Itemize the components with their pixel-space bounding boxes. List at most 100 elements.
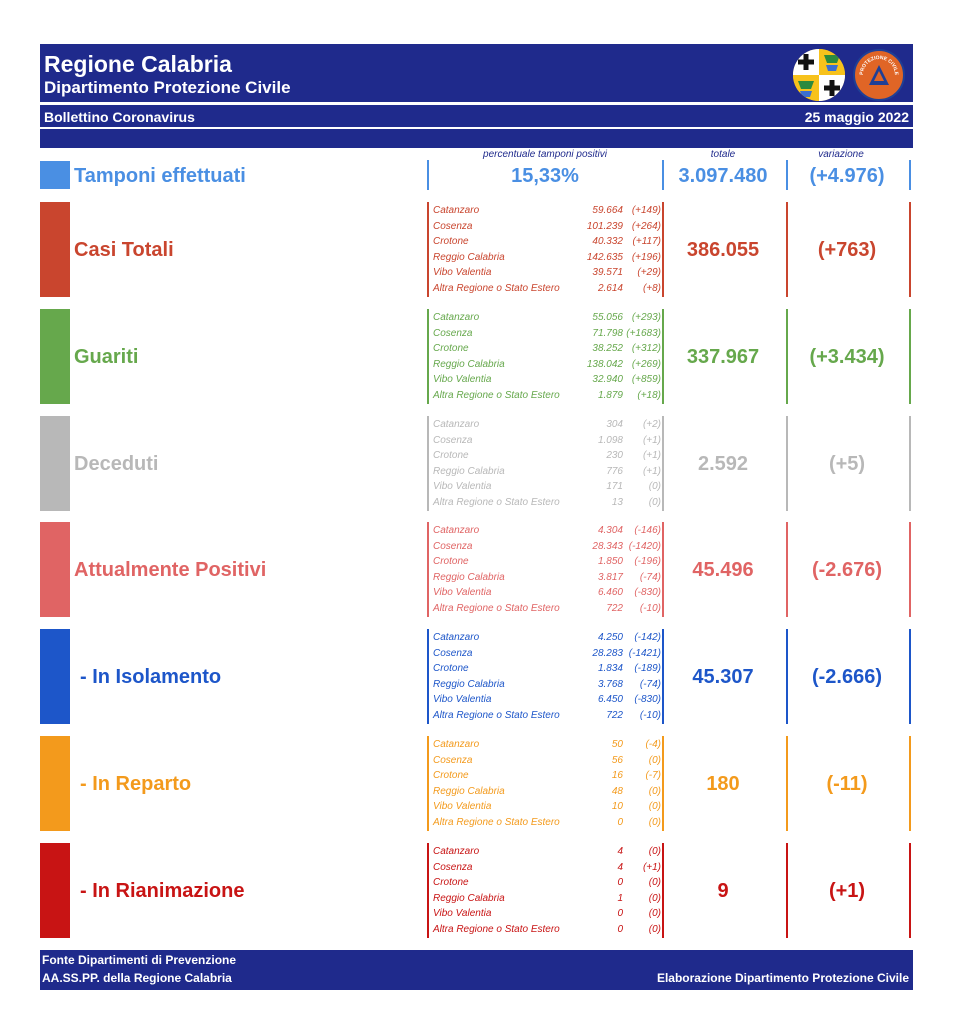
province-value: 6.450 <box>597 694 623 706</box>
province-name: Vibo Valentia <box>433 267 492 279</box>
province-value: 4 <box>617 846 623 857</box>
rianimazione-change: (+1) <box>828 879 866 902</box>
province-delta: (-74) <box>639 678 661 690</box>
guariti-change: (+3.434) <box>809 345 885 368</box>
province-delta: (+1) <box>642 434 661 446</box>
list-item: Reggio Calabria 776 (+1) <box>433 464 663 480</box>
list-item: Cosenza 56 (0) <box>433 753 663 769</box>
province-delta: (0) <box>648 496 661 508</box>
province-value: 0 <box>617 908 623 920</box>
guariti-divider-3 <box>909 309 911 404</box>
list-item: Vibo Valentia 32.940 (+859) <box>433 372 663 388</box>
casi-section: Casi Totali Catanzaro 59.664 (+149) Cosenza 1… <box>40 202 913 297</box>
reparto-label: - In Reparto <box>80 772 192 795</box>
province-value: 776 <box>606 465 623 477</box>
list-item: Altra Regione o Stato Estero 0 (0) <box>433 922 663 938</box>
list-item: Reggio Calabria 3.817 (-74) <box>433 570 663 586</box>
province-name: Catanzaro <box>433 312 480 323</box>
deceduti-divider-2 <box>786 416 788 511</box>
deceduti-divider-1 <box>662 416 664 511</box>
list-item: Cosenza 101.239 (+264) <box>433 219 663 235</box>
list-item: Crotone 0 (0) <box>433 875 663 891</box>
province-value: 1.879 <box>597 389 623 401</box>
province-name: Vibo Valentia <box>433 374 492 386</box>
province-delta: (+1683) <box>626 327 661 339</box>
reparto-divider-3 <box>909 736 911 831</box>
province-delta: (+1) <box>642 450 661 462</box>
province-delta: (+264) <box>631 220 661 232</box>
province-value: 4.304 <box>597 525 623 536</box>
list-item: Altra Regione o Stato Estero 1.879 (+18) <box>433 388 663 404</box>
province-name: Reggio Calabria <box>433 678 505 690</box>
province-name: Crotone <box>433 236 469 248</box>
province-delta: (+149) <box>631 205 661 216</box>
list-item: Altra Regione o Stato Estero 722 (-10) <box>433 708 663 724</box>
province-delta: (-7) <box>645 770 661 782</box>
province-delta: (-830) <box>634 587 661 599</box>
province-name: Reggio Calabria <box>433 358 505 370</box>
rianimazione-divider-2 <box>786 843 788 938</box>
positivi-divider-1 <box>662 522 664 617</box>
tamponi-row: Tamponi effettuati 15,33% 3.097.480 (+4.… <box>40 160 913 190</box>
province-delta: (0) <box>648 785 661 797</box>
change-column-header: variazione <box>818 149 864 160</box>
province-value: 101.239 <box>586 220 623 232</box>
province-delta: (+859) <box>631 374 661 386</box>
province-delta: (0) <box>648 846 661 857</box>
province-name: Vibo Valentia <box>433 694 492 706</box>
province-delta: (+312) <box>631 343 661 355</box>
header-divider <box>40 102 913 105</box>
guariti-divider-2 <box>786 309 788 404</box>
province-name: Cosenza <box>433 327 473 339</box>
province-name: Vibo Valentia <box>433 908 492 920</box>
rianimazione-divider-3 <box>909 843 911 938</box>
province-name: Catanzaro <box>433 419 480 430</box>
province-value: 171 <box>606 481 623 493</box>
tamponi-percent: 15,33% <box>511 165 579 187</box>
list-item: Altra Regione o Stato Estero 0 (0) <box>433 815 663 831</box>
province-delta: (+1) <box>642 465 661 477</box>
reparto-divider-0 <box>427 736 429 831</box>
province-value: 28.343 <box>592 540 623 552</box>
list-item: Cosenza 28.283 (-1421) <box>433 646 663 662</box>
casi-divider-2 <box>786 202 788 297</box>
province-value: 50 <box>611 739 623 750</box>
positivi-divider-0 <box>427 522 429 617</box>
province-delta: (-146) <box>634 525 661 536</box>
list-item: Crotone 1.850 (-196) <box>433 554 663 570</box>
list-item: Altra Regione o Stato Estero 13 (0) <box>433 495 663 511</box>
list-item: Reggio Calabria 48 (0) <box>433 784 663 800</box>
deceduti-province-list: Catanzaro 304 (+2) Cosenza 1.098 (+1) Crotone 2… <box>433 417 663 511</box>
tamponi-divider-mid <box>662 160 664 190</box>
province-delta: (+117) <box>632 236 661 248</box>
rianimazione-total: 9 <box>717 879 729 902</box>
province-value: 59.664 <box>592 205 623 216</box>
province-delta: (-830) <box>634 694 661 706</box>
list-item: Vibo Valentia 6.460 (-830) <box>433 585 663 601</box>
province-delta: (0) <box>648 892 661 904</box>
province-value: 6.460 <box>597 587 623 599</box>
list-item: Cosenza 28.343 (-1420) <box>433 539 663 555</box>
province-value: 32.940 <box>592 374 623 386</box>
guariti-section: Guariti Catanzaro 55.056 (+293) Cosenza 71.79… <box>40 309 913 404</box>
isolamento-total: 45.307 <box>692 665 754 688</box>
casi-divider-1 <box>662 202 664 297</box>
province-value: 1.098 <box>597 434 623 446</box>
province-delta: (+2) <box>642 419 661 430</box>
province-value: 1.834 <box>597 663 623 675</box>
province-name: Vibo Valentia <box>433 587 492 599</box>
province-name: Altra Regione o Stato Estero <box>433 816 560 828</box>
reparto-color-swatch <box>40 736 70 831</box>
province-value: 48 <box>611 785 623 797</box>
province-delta: (-142) <box>634 632 661 643</box>
list-item: Cosenza 71.798 (+1683) <box>433 326 663 342</box>
province-name: Crotone <box>433 877 469 889</box>
province-delta: (0) <box>648 908 661 920</box>
list-item: Reggio Calabria 3.768 (-74) <box>433 677 663 693</box>
rianimazione-color-swatch <box>40 843 70 938</box>
guariti-province-list: Catanzaro 55.056 (+293) Cosenza 71.798 (+1683… <box>433 310 663 404</box>
province-name: Altra Regione o Stato Estero <box>433 923 560 935</box>
province-name: Cosenza <box>433 434 473 446</box>
tamponi-divider-left <box>427 160 429 190</box>
province-name: Reggio Calabria <box>433 251 505 263</box>
